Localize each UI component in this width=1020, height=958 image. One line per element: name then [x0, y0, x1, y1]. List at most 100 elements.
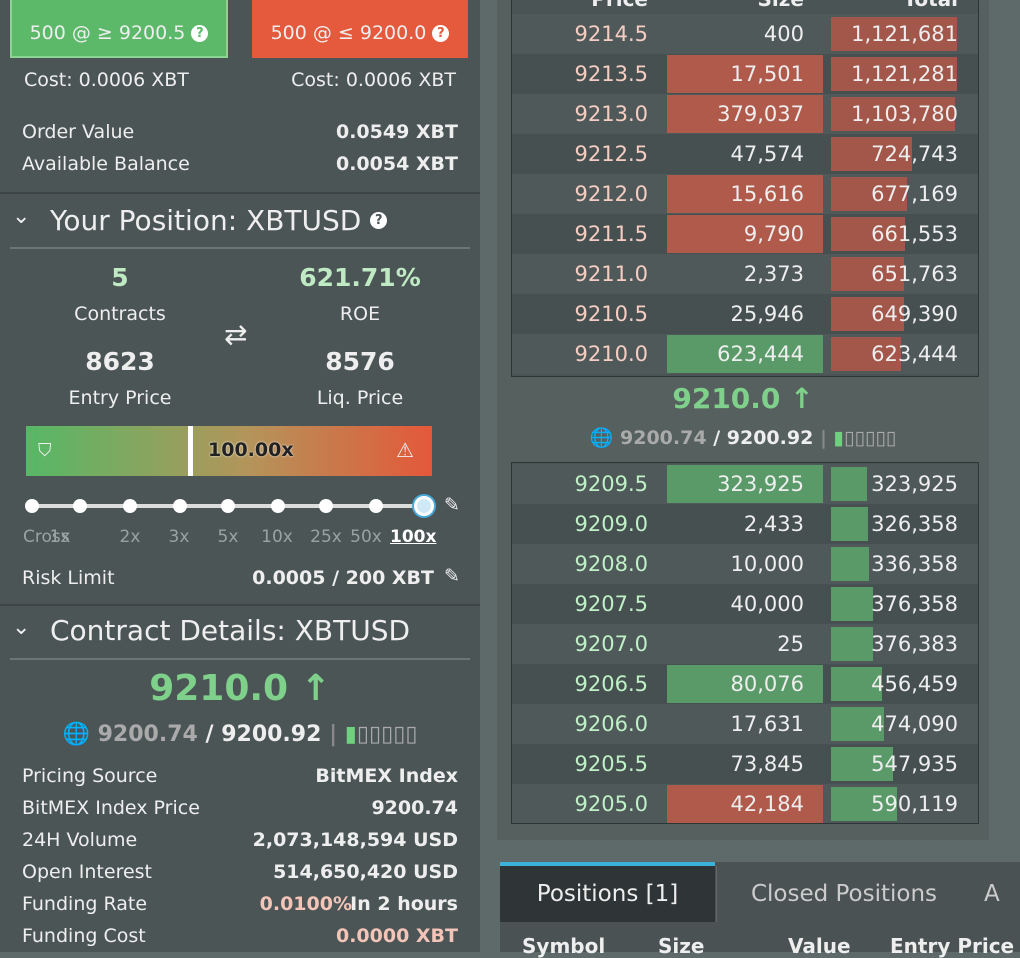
tab-active[interactable]: Positions [1] — [500, 862, 715, 922]
size: 400 — [763, 22, 804, 46]
column-header: Price — [591, 0, 648, 11]
section-title: Your Position: XBTUSD ? — [50, 204, 388, 238]
slider-dot — [123, 499, 137, 513]
swap-icon[interactable]: ⇄ — [224, 318, 248, 351]
slider-dot — [173, 499, 187, 513]
value: In 2 hours — [350, 893, 458, 915]
size: 379,037 — [717, 102, 804, 126]
size: 2,373 — [743, 262, 804, 286]
liq-price: 8576 — [325, 347, 395, 376]
depth-bar — [831, 507, 868, 541]
price: 9210.0 — [574, 342, 648, 366]
label: BitMEX Index Price — [22, 797, 200, 819]
value: BitMEX Index — [315, 765, 458, 787]
index-price: 9200.74 — [97, 722, 198, 747]
bids-table: 9209.5 323,925 323,925 9209.0 2,433 326,358 92… — [511, 462, 979, 824]
book-row: 9213.0 379,037 1,103,780 — [512, 94, 978, 134]
price: 9206.5 — [574, 672, 648, 696]
total: 661,553 — [871, 222, 958, 246]
depth-bar — [831, 297, 904, 331]
depth-bar — [831, 707, 885, 741]
mid-price: 9210.0 ↑ — [672, 382, 814, 415]
warning-icon: ⚠ — [396, 438, 414, 462]
buy-button[interactable]: 500 @ ≥ 9200.5 ? — [10, 0, 228, 58]
size: 40,000 — [730, 592, 804, 616]
risk-limit: 0.0005 / 200 XBT — [252, 567, 434, 589]
book-row: 9211.0 2,373 651,763 — [512, 254, 978, 294]
total: 1,121,681 — [851, 22, 958, 46]
leverage-bar[interactable]: ⛉ 100.00x ⚠ — [26, 426, 432, 476]
depth-bar — [831, 667, 883, 701]
leverage-option: 100x — [390, 527, 437, 547]
size: 25 — [777, 632, 804, 656]
size-flash — [667, 175, 823, 213]
rule — [10, 658, 470, 660]
last-price-value: 9210.0 — [149, 668, 289, 709]
separator: / — [205, 722, 214, 747]
column-header: Size — [758, 0, 804, 11]
depth-bar — [831, 467, 868, 501]
size-flash — [667, 465, 823, 503]
size: 2,433 — [743, 512, 804, 536]
book-row: 9207.0 25 376,383 — [512, 624, 978, 664]
asks-table: Price Size Total 9214.5 400 1,121,681 9213.5 17… — [511, 0, 979, 377]
tab[interactable]: A — [984, 881, 1000, 907]
sell-button[interactable]: 500 @ ≤ 9200.0 ? — [252, 0, 468, 58]
positions-panel: Positions [1] Closed Positions A Symbol … — [500, 862, 1020, 958]
total: 326,358 — [871, 512, 958, 536]
value: 0.0549 XBT — [335, 121, 458, 143]
chevron[interactable]: ⌄ — [12, 615, 31, 640]
tab[interactable]: Closed Positions — [716, 866, 971, 922]
depth-bar — [831, 337, 902, 371]
value: 514,650,420 USD — [273, 861, 458, 883]
depth-bar — [831, 217, 906, 251]
depth-bar — [831, 627, 874, 661]
total: 1,103,780 — [851, 102, 958, 126]
size: 73,845 — [730, 752, 804, 776]
label: Contracts — [74, 303, 166, 325]
value: 0.0000 XBT — [335, 925, 458, 947]
section-title: Contract Details: XBTUSD — [50, 614, 411, 647]
column-header: Value — [788, 934, 851, 958]
left-panel: 500 @ ≥ 9200.5 ? 500 @ ≤ 9200.0 ? Cost: … — [0, 0, 480, 952]
label: Funding Rate — [22, 893, 148, 915]
label: Open Interest — [22, 861, 153, 883]
size-flash — [667, 785, 823, 823]
total: 651,763 — [871, 262, 958, 286]
size-flash — [667, 335, 823, 373]
book-row: 9206.0 17,631 474,090 — [512, 704, 978, 744]
depth-bar — [831, 747, 893, 781]
buy-label: 500 @ ≥ 9200.5 — [29, 22, 186, 44]
depth-bar — [831, 787, 898, 821]
total: 474,090 — [871, 712, 958, 736]
label: ROE — [339, 303, 381, 325]
size: 15,616 — [730, 182, 804, 206]
book-row: 9208.0 10,000 336,358 — [512, 544, 978, 584]
total: 456,459 — [871, 672, 958, 696]
value: 9200.74 — [371, 797, 458, 819]
book-row: 9209.0 2,433 326,358 — [512, 504, 978, 544]
index-line: 🌐 9200.74 / 9200.92 | ▮▯▯▯▯▯ — [62, 722, 418, 747]
price: 9209.0 — [574, 512, 648, 536]
price: 9210.5 — [574, 302, 648, 326]
book-row: 9205.0 42,184 590,119 — [512, 784, 978, 823]
divider — [0, 604, 480, 606]
size: 623,444 — [717, 342, 804, 366]
total: 376,383 — [871, 632, 958, 656]
edit-icon[interactable]: ✎ — [444, 494, 460, 516]
total: 724,743 — [871, 142, 958, 166]
slider-dot — [221, 499, 235, 513]
leverage-option: 3x — [168, 527, 190, 547]
chevron[interactable]: ⌄ — [12, 204, 31, 229]
depth-bar — [831, 137, 913, 171]
slider-dot — [414, 496, 434, 516]
total: 336,358 — [871, 552, 958, 576]
edit-icon[interactable]: ✎ — [444, 565, 460, 587]
depth-bar — [831, 177, 908, 211]
total: 677,169 — [871, 182, 958, 206]
book-row: 9207.5 40,000 376,358 — [512, 584, 978, 624]
total: 323,925 — [871, 472, 958, 496]
mark-price: 9200.92 — [221, 722, 322, 747]
column-header: Size — [658, 934, 705, 958]
